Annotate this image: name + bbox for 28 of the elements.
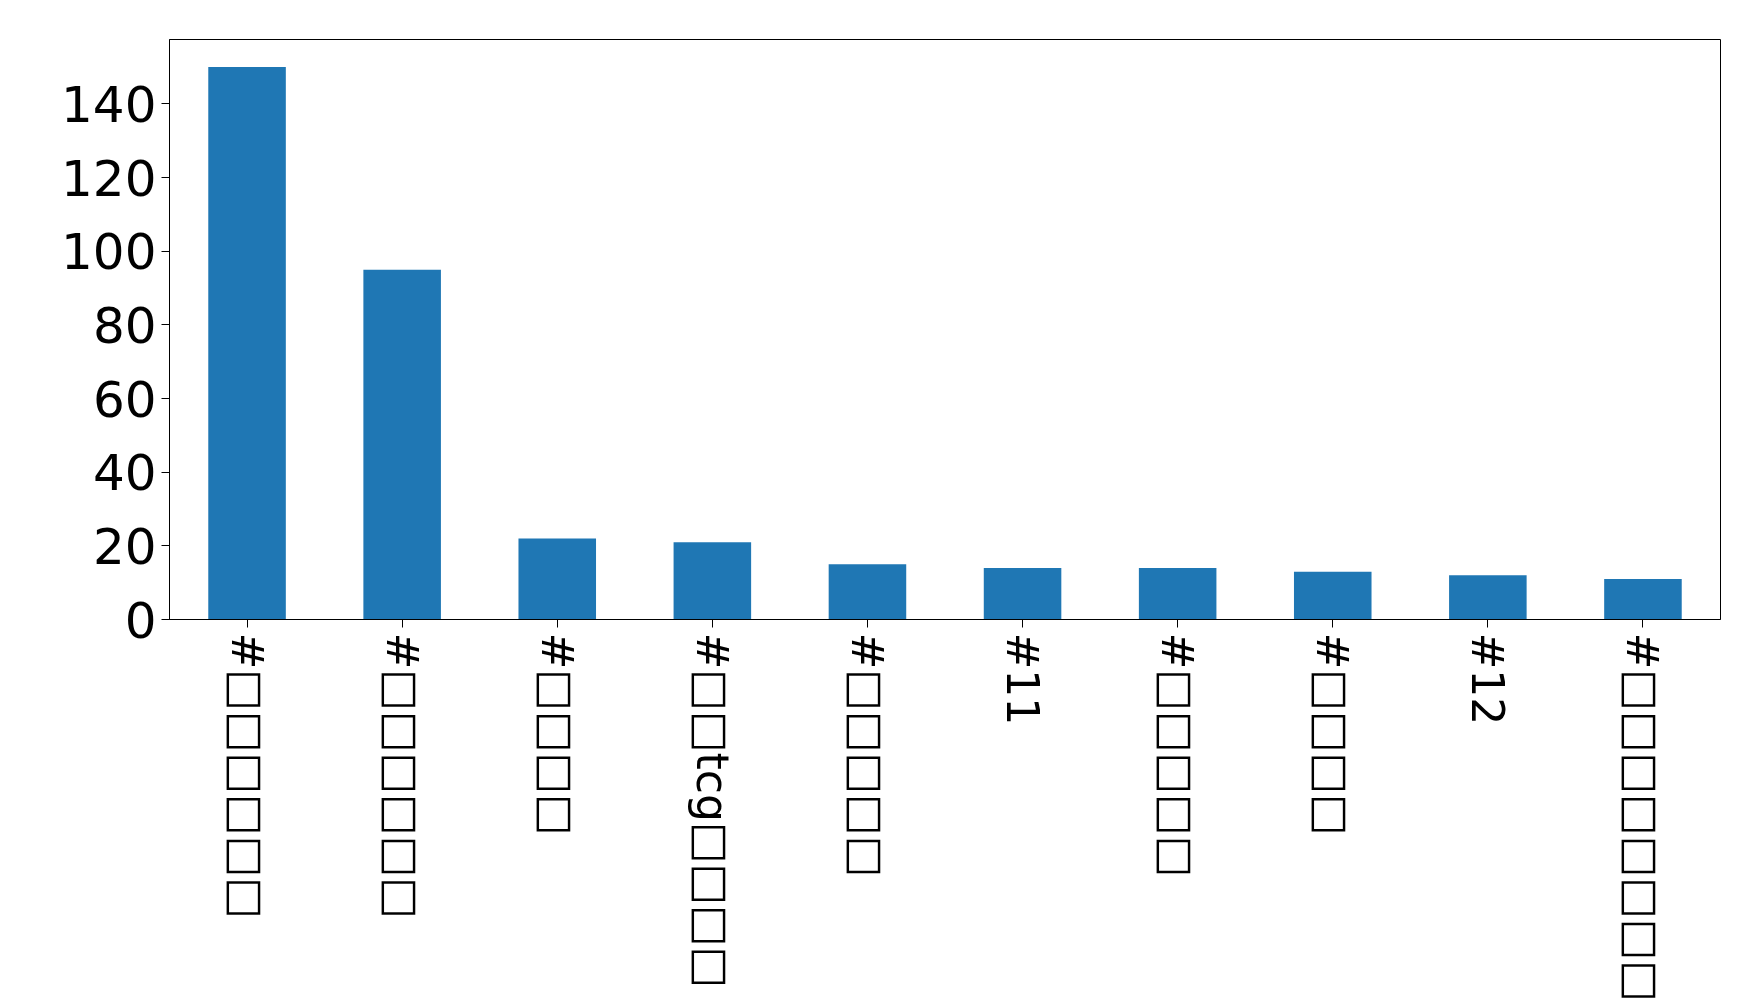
x-tick-label: #□□□□□□ xyxy=(376,632,428,919)
bar xyxy=(518,538,597,620)
y-tick-label: 60 xyxy=(92,370,157,429)
x-tick-label: #□□□□□ xyxy=(841,632,893,878)
y-tick-label: 140 xyxy=(61,75,157,134)
x-tick-label: #□□□□□ xyxy=(1152,632,1204,878)
x-tick-label: #11 xyxy=(997,632,1049,726)
bar xyxy=(1604,578,1682,620)
y-tick-label: 0 xyxy=(124,591,157,650)
bar xyxy=(363,269,441,620)
y-tick-label: 20 xyxy=(92,517,157,576)
x-tick-label: #□□□□ xyxy=(1307,632,1359,836)
x-tick-label: #□□□□□□ xyxy=(221,632,273,919)
bar xyxy=(673,542,752,620)
bar xyxy=(1293,571,1372,620)
x-tick-label: #12 xyxy=(1462,632,1514,726)
y-tick-label: 120 xyxy=(61,149,157,208)
bar xyxy=(828,564,907,620)
bar xyxy=(1138,567,1217,620)
x-tick-label: #□□□□□□□□ xyxy=(1617,632,1669,1002)
y-tick-label: 100 xyxy=(61,223,157,282)
bar xyxy=(983,567,1062,620)
bar xyxy=(208,67,286,620)
x-tick-label: #□□□□ xyxy=(531,632,583,836)
x-tick-label: #□□tcg□□□□ xyxy=(686,632,738,989)
bar xyxy=(1449,575,1527,620)
y-tick-label: 40 xyxy=(92,444,157,503)
y-tick-label: 80 xyxy=(92,296,157,355)
